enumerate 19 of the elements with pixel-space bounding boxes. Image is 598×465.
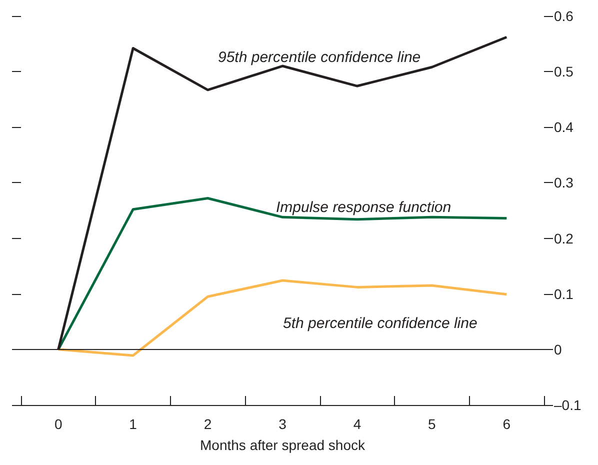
y-tick-label: 0.6: [554, 8, 574, 24]
y-tick-label: 0: [554, 341, 562, 358]
x-tick-label: 2: [204, 416, 212, 432]
x-tick-label: 4: [353, 416, 362, 432]
x-tick-label: 5: [428, 416, 436, 432]
y-tick-label: 0.4: [554, 119, 574, 136]
y-tick-label: 0.3: [554, 174, 574, 191]
x-tick-label: 3: [278, 416, 287, 432]
series-label: 95th percentile confidence line: [218, 49, 421, 66]
y-tick-label: 0.5: [554, 64, 574, 80]
series-label: 5th percentile confidence line: [283, 315, 478, 332]
series-label: Impulse response function: [276, 199, 452, 216]
x-tick-label: 1: [129, 416, 138, 432]
y-tick-label: 0.2: [554, 230, 574, 246]
x-tick-label: 0: [54, 416, 62, 432]
y-tick-label: –0.1: [554, 397, 582, 413]
x-tick-label: 6: [502, 416, 511, 432]
x-axis-title: Months after spread shock: [200, 437, 366, 453]
y-tick-label: 0.1: [554, 286, 574, 302]
